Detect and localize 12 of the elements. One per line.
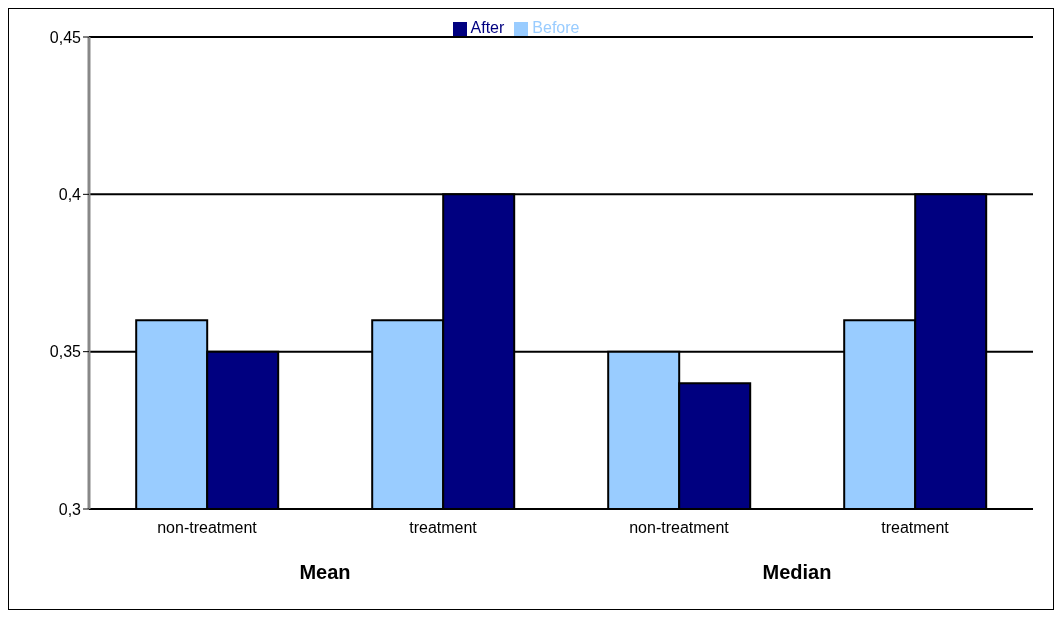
legend-label: After xyxy=(470,19,505,36)
x-tick-label: treatment xyxy=(409,519,478,536)
y-tick-label: 0,3 xyxy=(58,500,82,518)
y-tick-label: 0,35 xyxy=(49,343,82,361)
y-tick-label: 0,4 xyxy=(58,186,82,204)
x-tick-label: non-treatment xyxy=(157,519,258,536)
x-tick-label: non-treatment xyxy=(629,519,730,536)
legend-label: Before xyxy=(532,19,580,36)
text: Median xyxy=(762,561,832,583)
text: Mean xyxy=(299,561,351,583)
x-tick-label: treatment xyxy=(881,519,950,536)
y-tick-label: 0,45 xyxy=(49,28,82,46)
